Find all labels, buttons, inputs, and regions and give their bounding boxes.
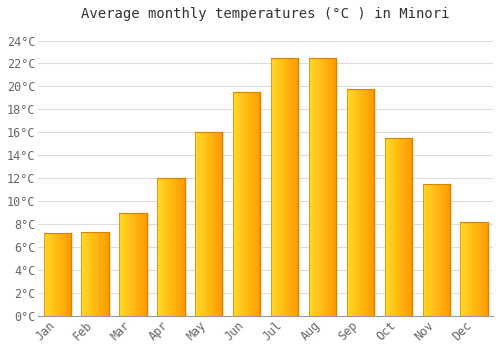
Title: Average monthly temperatures (°C ) in Minori: Average monthly temperatures (°C ) in Mi… (82, 7, 450, 21)
